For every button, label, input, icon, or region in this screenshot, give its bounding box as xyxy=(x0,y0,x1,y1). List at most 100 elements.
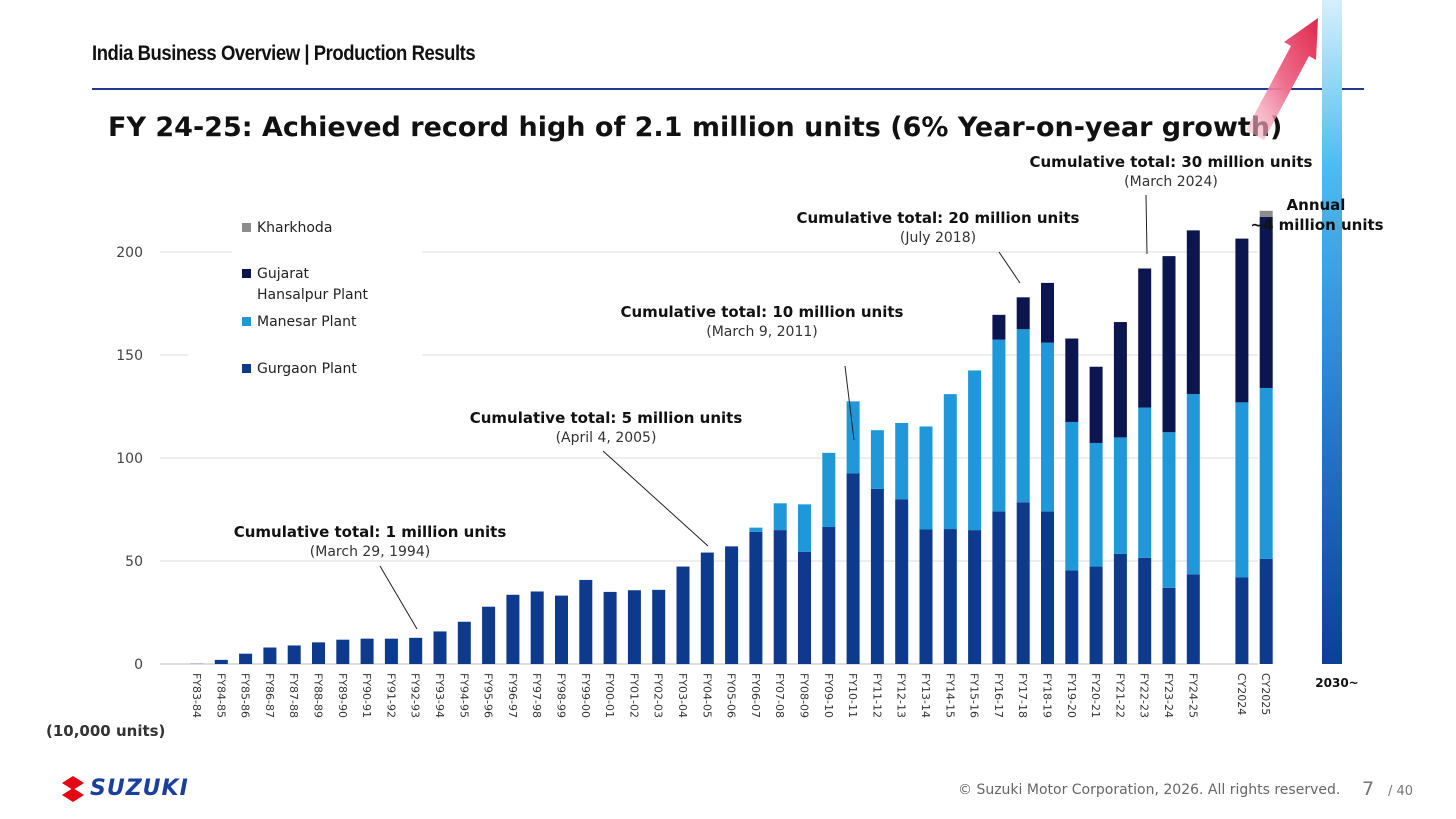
bar-gurgaon-fy13-14 xyxy=(919,529,933,664)
bar-gurgaon-fy89-90 xyxy=(336,639,350,664)
x-tick-label: FY24-25 xyxy=(1186,673,1199,718)
annotation-title: Cumulative total: 5 million units xyxy=(470,409,743,427)
legend-swatch-gujarat xyxy=(242,269,251,278)
x-tick-label: FY16-17 xyxy=(992,673,1005,718)
bar-gurgaon-fy01-02 xyxy=(627,590,641,664)
bar-manesar-fy19-20 xyxy=(1065,421,1079,571)
x-tick-label: FY13-14 xyxy=(919,673,932,718)
bar-gurgaon-fy95-96 xyxy=(482,606,496,664)
bar-gurgaon-fy21-22 xyxy=(1113,553,1127,664)
bar-gurgaon-fy99-00 xyxy=(579,579,593,664)
bar-gujarat-fy21-22 xyxy=(1113,322,1127,438)
bar-gurgaon-fy92-93 xyxy=(409,637,423,664)
bar-gurgaon-fy06-07 xyxy=(749,531,763,664)
x-tick-label: FY05-06 xyxy=(725,673,738,718)
annotation-title: Cumulative total: 1 million units xyxy=(234,523,507,541)
annotation-date: (March 29, 1994) xyxy=(310,544,430,560)
bar-gurgaon-fy94-95 xyxy=(457,621,471,664)
bar-gurgaon-fy10-11 xyxy=(846,473,860,664)
suzuki-logo: SUZUKI xyxy=(58,774,208,804)
copyright: © Suzuki Motor Corporation, 2026. All ri… xyxy=(958,782,1341,798)
bar-gujarat-fy16-17 xyxy=(992,314,1006,340)
y-tick-label: 100 xyxy=(116,451,143,467)
bar-gurgaon-fy19-20 xyxy=(1065,570,1079,664)
x-tick-label: FY94-95 xyxy=(457,673,470,718)
projection-label: ~4 million units xyxy=(1250,216,1383,234)
bar-gurgaon-fy22-23 xyxy=(1138,557,1152,664)
x-tick-label: FY04-05 xyxy=(700,673,713,718)
bar-manesar-fy07-08 xyxy=(773,503,787,531)
bar-manesar-fy13-14 xyxy=(919,426,933,530)
bar-gurgaon-fy03-04 xyxy=(676,566,690,664)
bar-gujarat-fy23-24 xyxy=(1162,256,1176,433)
page-title: FY 24-25: Achieved record high of 2.1 mi… xyxy=(108,112,1283,143)
bar-gurgaon-fy96-97 xyxy=(506,594,520,664)
bar-manesar-cy2024 xyxy=(1235,402,1249,578)
x-tick-label: FY06-07 xyxy=(749,673,762,718)
bar-manesar-fy16-17 xyxy=(992,339,1006,512)
header-title: India Business Overview | Production Res… xyxy=(92,42,476,65)
x-tick-label: FY96-97 xyxy=(506,673,519,718)
bar-gurgaon-fy86-87 xyxy=(263,647,277,664)
bar-gurgaon-fy14-15 xyxy=(943,529,957,664)
units-label: (10,000 units) xyxy=(46,722,166,740)
bar-gurgaon-fy84-85 xyxy=(214,659,228,664)
x-tick-label: FY14-15 xyxy=(943,673,956,718)
bar-manesar-cy2025 xyxy=(1259,387,1273,559)
y-tick-label: 0 xyxy=(134,657,143,673)
x-tick-label: FY93-94 xyxy=(433,673,446,718)
bar-gurgaon-fy85-86 xyxy=(239,653,253,664)
x-tick-label: FY01-02 xyxy=(627,673,640,718)
legend-swatch-gurgaon xyxy=(242,364,251,373)
annotations: Cumulative total: 1 million units (March … xyxy=(234,153,1313,630)
bar-gurgaon-fy23-24 xyxy=(1162,587,1176,664)
bar-gurgaon-fy11-12 xyxy=(870,488,884,664)
bar-gurgaon-fy09-10 xyxy=(822,527,836,664)
annotation-leader-line xyxy=(379,565,418,630)
annotation-leader-line xyxy=(998,251,1021,284)
bar-gurgaon-fy04-05 xyxy=(700,552,714,664)
x-tick-label: FY22-23 xyxy=(1138,673,1151,718)
bar-manesar-fy06-07 xyxy=(749,527,763,532)
bar-gurgaon-fy93-94 xyxy=(433,631,447,664)
page-total: / 40 xyxy=(1388,784,1414,799)
projection-x-label: 2030~ xyxy=(1315,676,1358,690)
bar-gujarat-fy24-25 xyxy=(1186,230,1200,395)
page-number: 7 xyxy=(1362,778,1375,800)
bar-manesar-fy24-25 xyxy=(1186,394,1200,575)
y-tick-label: 50 xyxy=(125,554,143,570)
annotation-title: Cumulative total: 30 million units xyxy=(1030,153,1313,171)
bar-manesar-fy14-15 xyxy=(943,394,957,530)
bar-gurgaon-fy18-19 xyxy=(1041,511,1054,664)
bar-manesar-fy11-12 xyxy=(870,430,884,489)
legend: Kharkhoda Gujarat Hansalpur Plant Manesar P… xyxy=(242,220,368,377)
bar-manesar-fy17-18 xyxy=(1016,329,1030,503)
bar-gurgaon-fy97-98 xyxy=(530,591,544,664)
bar-gurgaon-fy90-91 xyxy=(360,638,374,664)
x-tick-label: FY85-86 xyxy=(239,673,252,718)
bar-gurgaon-fy08-09 xyxy=(798,551,811,664)
legend-swatch-kharkhoda xyxy=(242,223,251,232)
bar-gurgaon-fy87-88 xyxy=(287,645,301,664)
bar-manesar-fy12-13 xyxy=(895,422,909,500)
growth-arrow xyxy=(1246,18,1318,140)
bar-gurgaon-fy17-18 xyxy=(1016,502,1030,664)
x-tick-label: FY12-13 xyxy=(895,673,908,718)
x-axis: FY83-84 FY84-85 FY85-86 FY86-87 FY87-88 FY88-… xyxy=(190,673,1272,718)
x-tick-label: FY11-12 xyxy=(870,673,883,718)
bar-manesar-fy18-19 xyxy=(1041,342,1054,512)
x-tick-label: CY2025 xyxy=(1259,673,1272,715)
annotation-date: (March 9, 2011) xyxy=(706,324,818,340)
bar-manesar-fy23-24 xyxy=(1162,432,1176,588)
bar-manesar-fy09-10 xyxy=(822,452,836,528)
bar-gujarat-fy22-23 xyxy=(1138,268,1152,408)
annotation-title: Cumulative total: 10 million units xyxy=(621,303,904,321)
x-tick-label: FY92-93 xyxy=(409,673,422,718)
logo-wordmark: SUZUKI xyxy=(90,776,189,801)
bar-gurgaon-fy24-25 xyxy=(1186,574,1200,664)
x-tick-label: FY15-16 xyxy=(968,673,981,718)
projection: Annual ~4 million units 2030~ xyxy=(1246,0,1384,690)
x-tick-label: FY17-18 xyxy=(1016,673,1029,718)
x-tick-label: FY21-22 xyxy=(1113,673,1126,718)
x-tick-label: FY95-96 xyxy=(482,673,495,718)
